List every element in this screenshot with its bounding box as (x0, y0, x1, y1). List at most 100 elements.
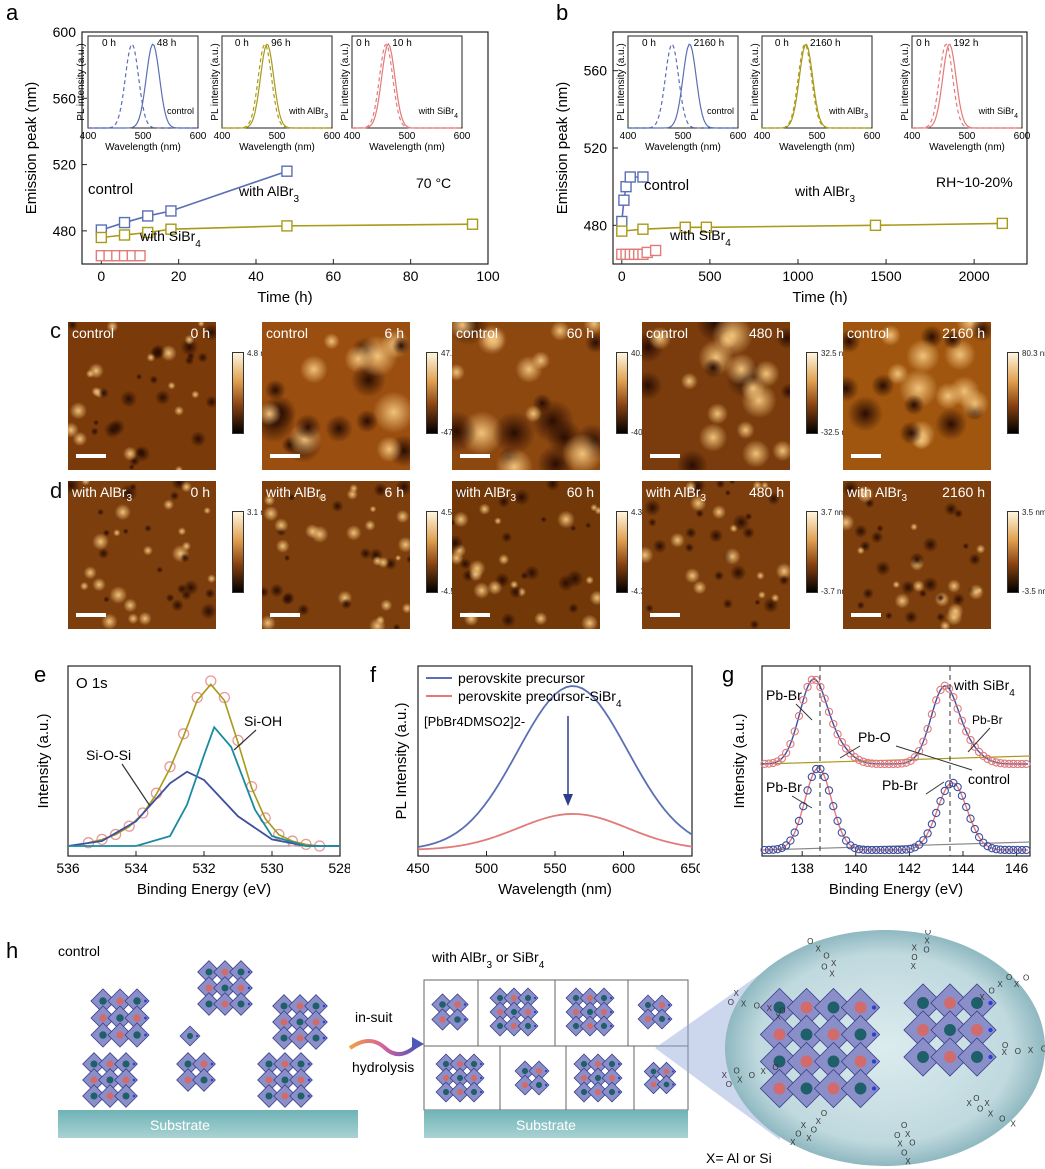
x-tick-label: 0 (97, 268, 105, 284)
data-point (957, 716, 967, 725)
data-point (616, 225, 628, 237)
afm-image: control 480 h (642, 322, 790, 470)
cation (106, 1076, 114, 1084)
x-tick-label: 1500 (870, 268, 901, 284)
inset-frame (87, 35, 199, 129)
y-tick-label: 520 (53, 157, 77, 173)
data-point (281, 165, 293, 177)
data-point (867, 845, 877, 855)
panel-e-series (67, 675, 340, 852)
y-axis-label: Emission peak (nm) (554, 82, 571, 215)
afm-scale-bar (460, 454, 490, 458)
afm-image: control 60 h (452, 322, 600, 470)
data-point (760, 759, 769, 769)
hydroxyl-label: O (911, 953, 917, 962)
cation (439, 1016, 446, 1023)
colorbar-max-label: 3.5 nm (1022, 508, 1045, 517)
cation (586, 1022, 594, 1030)
hydroxyl-label: X (979, 993, 985, 1002)
halide (667, 1003, 671, 1007)
data-point (897, 845, 907, 854)
afm-colorbar: 80.3 nm (1007, 349, 1045, 434)
inset-tick-label: 600 (1014, 131, 1031, 142)
cation (296, 1034, 304, 1042)
cation (296, 1002, 304, 1010)
hydroxyl-label: O (811, 1126, 817, 1135)
cation (99, 1014, 107, 1022)
data-point (764, 759, 774, 768)
panel-label-e: e (34, 662, 46, 687)
cation (265, 1060, 273, 1068)
panel-f-arrow-head (563, 794, 573, 806)
cation (122, 1076, 130, 1084)
data-point (867, 759, 877, 768)
cation (854, 1001, 867, 1014)
panel-b-annot-control: control (644, 177, 689, 194)
cation (524, 994, 532, 1002)
data-point (1022, 759, 1031, 769)
hydroxyl-label: O (1041, 1045, 1045, 1054)
cation (281, 1092, 289, 1100)
cation (454, 1016, 461, 1023)
cation (535, 1067, 543, 1075)
data-point (777, 843, 786, 853)
cation (496, 1008, 504, 1016)
data-point (927, 819, 937, 829)
panel-g-arrow-5 (791, 795, 813, 809)
data-point (137, 807, 149, 819)
x-tick-label: 2000 (959, 268, 990, 284)
cation (237, 984, 245, 992)
data-point (897, 759, 907, 768)
halide (144, 999, 147, 1003)
inset-curve-late (628, 43, 737, 129)
hydroxyl-label: X (829, 970, 835, 979)
data-point (957, 791, 967, 800)
panel-g-arrow-6 (925, 781, 945, 795)
data-point (803, 682, 812, 692)
afm-image: control 0 h (68, 322, 216, 470)
halide (307, 1094, 311, 1098)
inset-tick-label: 400 (754, 131, 771, 142)
hydroxyl-label: O (894, 1131, 900, 1140)
data-point (1009, 759, 1018, 769)
x-tick-label: 534 (124, 860, 148, 876)
panel-label-c: c (50, 318, 61, 343)
data-point (884, 759, 894, 769)
afm-time: 60 h (566, 484, 594, 500)
octahedra-cluster (179, 1025, 201, 1047)
afm-title: with AlBr3 (72, 484, 133, 504)
hydroxyl-label: O (977, 1105, 983, 1114)
data-point (846, 841, 855, 850)
hydroxyl-label: X (905, 1157, 911, 1166)
data-point (914, 746, 924, 756)
x-tick-label: 530 (260, 860, 284, 876)
data-point (760, 845, 769, 855)
x-tick-label: 536 (56, 860, 80, 876)
inset-frame (911, 35, 1023, 129)
halide (988, 1000, 993, 1006)
cation (221, 968, 229, 976)
data-point (781, 841, 791, 850)
data-point (205, 675, 217, 687)
afm-image: with AlBr3 6 h (262, 481, 410, 629)
inset-label-t1: 2160 h (694, 38, 725, 49)
halide (988, 1054, 993, 1060)
inset-0: 400 500 600 Wavelength (nm) PL intensity (a.… (616, 35, 747, 153)
halide (617, 1062, 621, 1066)
cation (454, 1001, 461, 1008)
hydroxyl-label: O (726, 1080, 732, 1089)
data-point (466, 218, 479, 230)
pl-curve-0 (417, 685, 693, 848)
halide (132, 1078, 136, 1082)
panel-f-legend: perovskite precursor perovskite precurso… (426, 670, 622, 710)
data-point (794, 711, 804, 721)
data-point (992, 758, 1001, 767)
hydroxyl-label: X (905, 1130, 911, 1139)
cation (312, 1002, 320, 1010)
panel-a-axes: 0 20 40 60 80 100 480 520 560 600 Time (h) Emission… (23, 24, 500, 306)
y-tick-label: 600 (53, 24, 77, 40)
hydroxyl-label: O (1023, 973, 1029, 982)
panel-a-annot-control: control (88, 181, 133, 198)
halide (132, 1062, 136, 1066)
afm-time: 6 h (384, 325, 404, 341)
